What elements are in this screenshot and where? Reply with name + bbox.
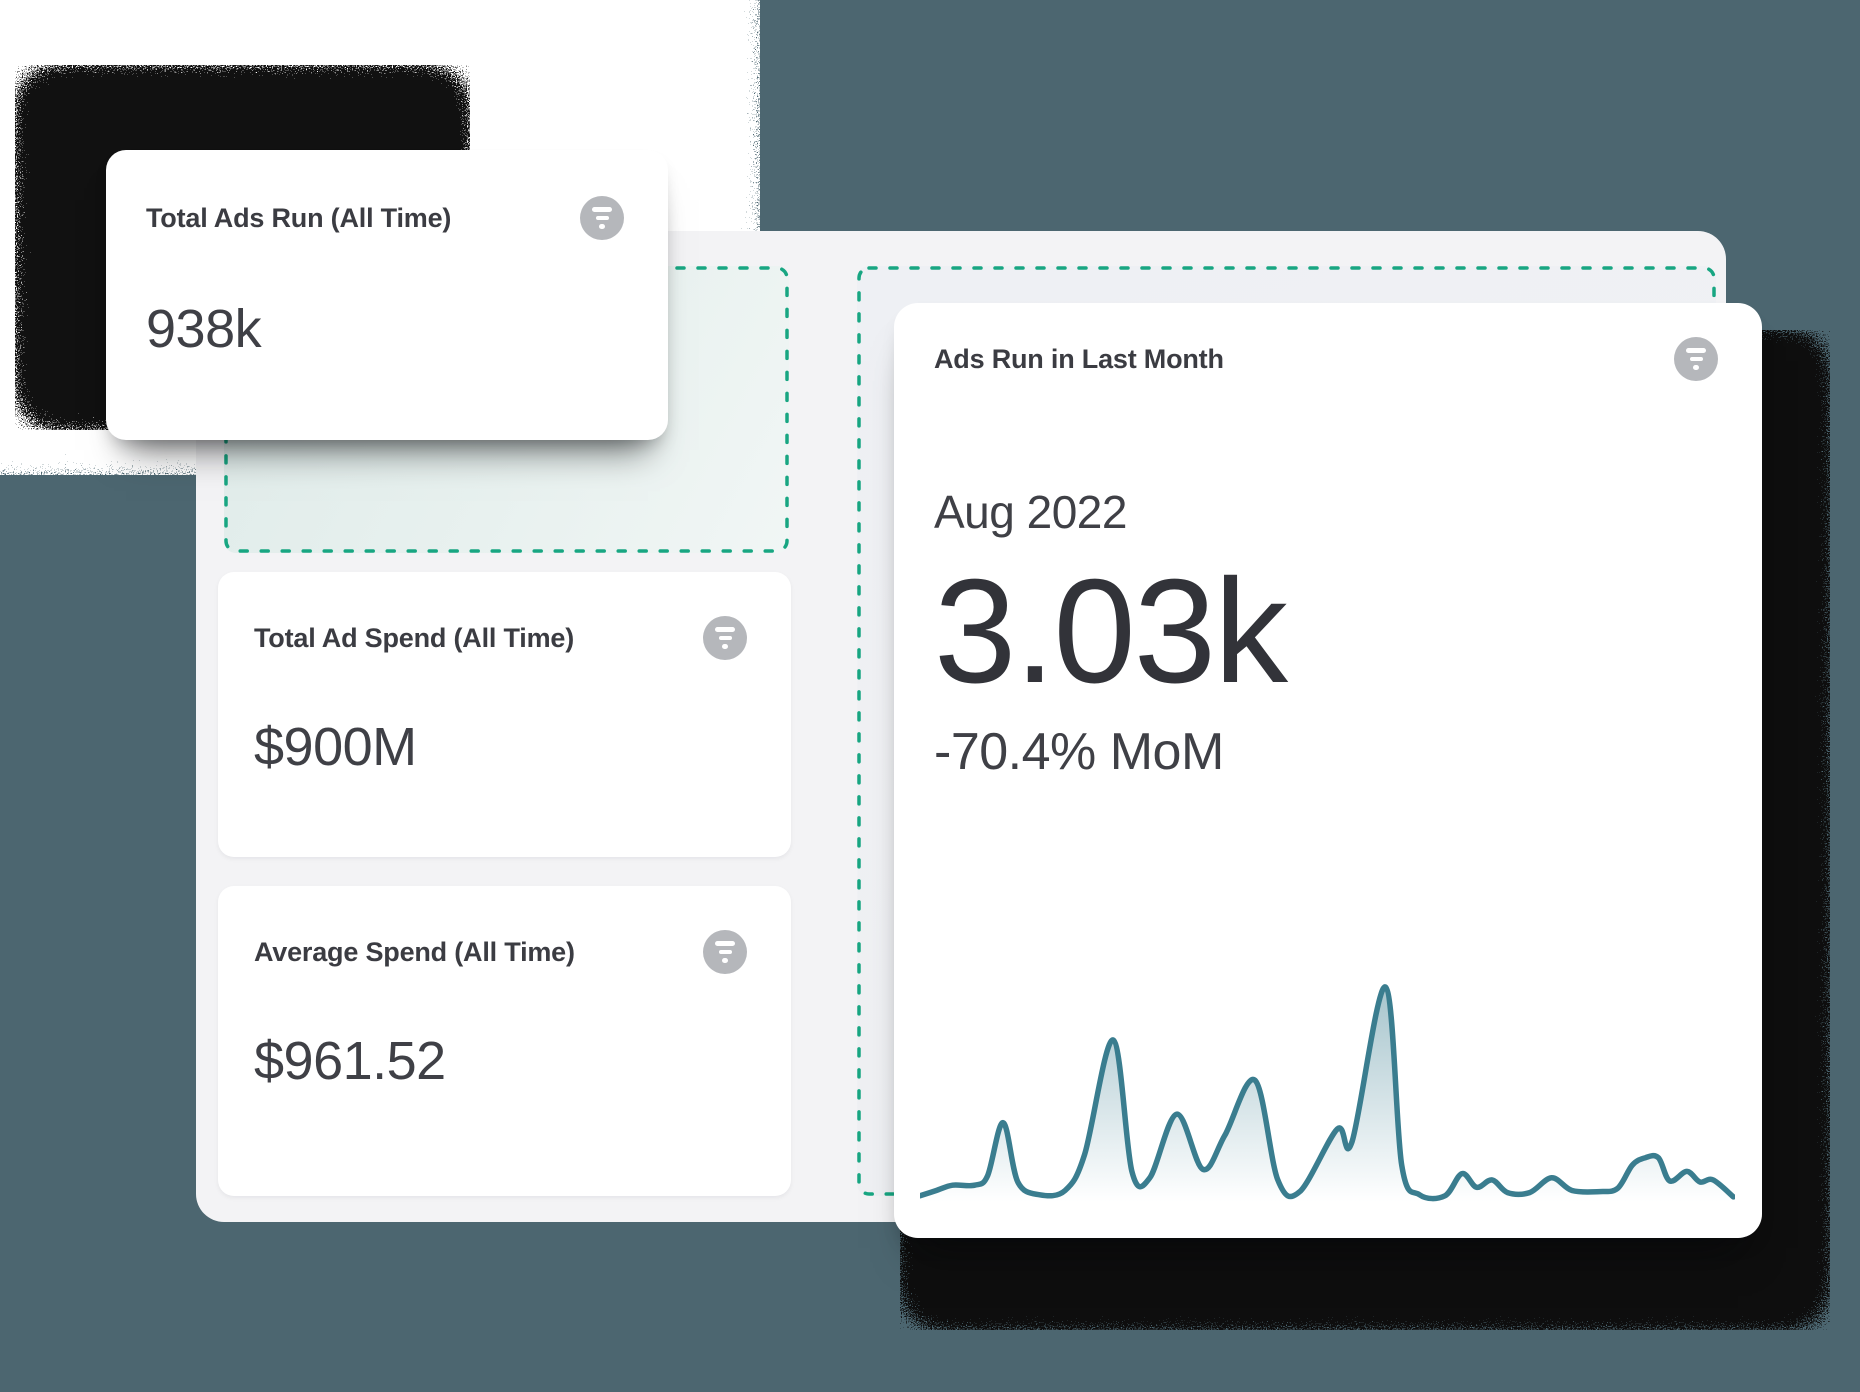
card-title: Average Spend (All Time) xyxy=(254,936,575,967)
card-header: Average Spend (All Time) xyxy=(254,930,747,974)
filter-icon xyxy=(592,207,612,212)
filter-button[interactable] xyxy=(703,616,747,660)
card-title: Ads Run in Last Month xyxy=(934,343,1224,374)
chart-area xyxy=(920,986,1734,1202)
chart-line xyxy=(917,984,1737,1202)
card-header: Ads Run in Last Month xyxy=(934,337,1718,381)
metric-value: $900M xyxy=(254,717,417,777)
card-total-ads-run[interactable]: Total Ads Run (All Time) 938k xyxy=(106,150,668,440)
card-header: Total Ad Spend (All Time) xyxy=(254,616,747,660)
period-label: Aug 2022 xyxy=(934,486,1127,538)
card-total-ad-spend[interactable]: Total Ad Spend (All Time) $900M xyxy=(218,572,791,857)
card-title: Total Ads Run (All Time) xyxy=(146,202,452,233)
chart-container xyxy=(917,971,1737,1206)
filter-button[interactable] xyxy=(1674,337,1718,381)
metric-value: $961.52 xyxy=(254,1031,446,1091)
filter-icon xyxy=(1686,348,1706,353)
metric-value: 3.03k xyxy=(934,549,1288,714)
filter-button[interactable] xyxy=(703,930,747,974)
card-header: Total Ads Run (All Time) xyxy=(146,196,624,240)
card-average-spend[interactable]: Average Spend (All Time) $961.52 xyxy=(218,886,791,1196)
ads-run-chart xyxy=(917,984,1737,1202)
metric-change: -70.4% MoM xyxy=(934,722,1224,781)
card-ads-run-last-month[interactable]: Ads Run in Last Month Aug 2022 3.03k -70… xyxy=(894,303,1762,1238)
filter-icon xyxy=(715,941,735,946)
filter-icon xyxy=(715,627,735,632)
filter-button[interactable] xyxy=(580,196,624,240)
metric-value: 938k xyxy=(146,299,262,359)
card-title: Total Ad Spend (All Time) xyxy=(254,622,575,653)
